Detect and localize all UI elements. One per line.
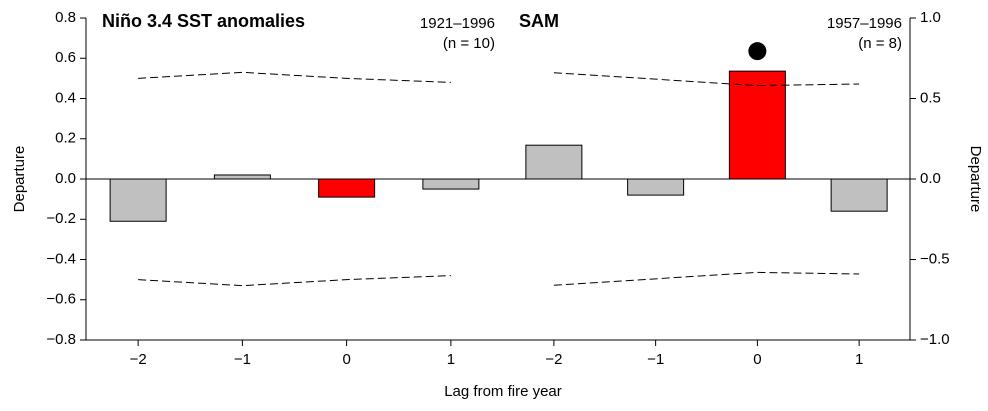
x-axis-label: Lag from fire year xyxy=(444,383,562,400)
sample-label: (n = 8) xyxy=(858,35,902,52)
y-tick-label: 0.0 xyxy=(920,170,941,187)
x-tick-label: −2 xyxy=(130,351,147,368)
bar xyxy=(525,144,583,180)
y-tick-label: 0.6 xyxy=(55,49,76,66)
x-tick-label: −1 xyxy=(234,351,251,368)
y-tick-label: 0.8 xyxy=(55,9,76,26)
confidence-line xyxy=(138,71,451,83)
y-tick-label: 0.5 xyxy=(920,89,941,106)
x-tick-label: 0 xyxy=(753,351,761,368)
y-tick-label: −0.5 xyxy=(920,250,950,267)
y-tick-label: −0.2 xyxy=(46,210,76,227)
significance-marker xyxy=(748,42,767,61)
y-tick-label: 0.0 xyxy=(55,170,76,187)
y-tick-label: 0.4 xyxy=(55,89,76,106)
bar xyxy=(109,178,167,222)
x-tick-label: −1 xyxy=(647,351,664,368)
bar xyxy=(213,174,271,180)
panel-title: Niño 3.4 SST anomalies xyxy=(102,11,305,31)
y-tick-label: −0.8 xyxy=(46,331,76,348)
confidence-line xyxy=(138,275,451,287)
bar xyxy=(728,70,786,180)
bar xyxy=(318,178,376,198)
y-tick-label: −0.6 xyxy=(46,291,76,308)
confidence-line xyxy=(553,72,860,87)
x-tick-label: −2 xyxy=(545,351,562,368)
x-tick-label: 1 xyxy=(855,351,863,368)
x-tick-label: 1 xyxy=(447,351,455,368)
bar xyxy=(627,178,685,196)
period-label: 1921–1996 xyxy=(420,15,495,32)
y-axis-label: Departure xyxy=(967,146,984,213)
panel-title: SAM xyxy=(519,11,559,31)
x-tick-label: 0 xyxy=(342,351,350,368)
y-tick-label: 0.2 xyxy=(55,130,76,147)
y-tick-label: 1.0 xyxy=(920,9,941,26)
y-axis-label: Departure xyxy=(11,146,28,213)
y-tick-label: −1.0 xyxy=(920,331,950,348)
bar xyxy=(830,178,888,212)
sample-label: (n = 10) xyxy=(443,35,495,52)
period-label: 1957–1996 xyxy=(827,15,902,32)
confidence-line xyxy=(553,271,860,286)
y-tick-label: −0.4 xyxy=(46,250,76,267)
bar xyxy=(422,178,480,190)
